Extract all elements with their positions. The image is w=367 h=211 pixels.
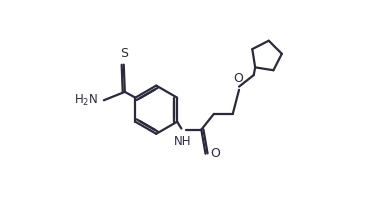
- Text: O: O: [233, 72, 243, 85]
- Text: S: S: [120, 47, 128, 60]
- Text: NH: NH: [174, 135, 191, 148]
- Text: H$_2$N: H$_2$N: [75, 93, 99, 108]
- Text: O: O: [210, 147, 220, 160]
